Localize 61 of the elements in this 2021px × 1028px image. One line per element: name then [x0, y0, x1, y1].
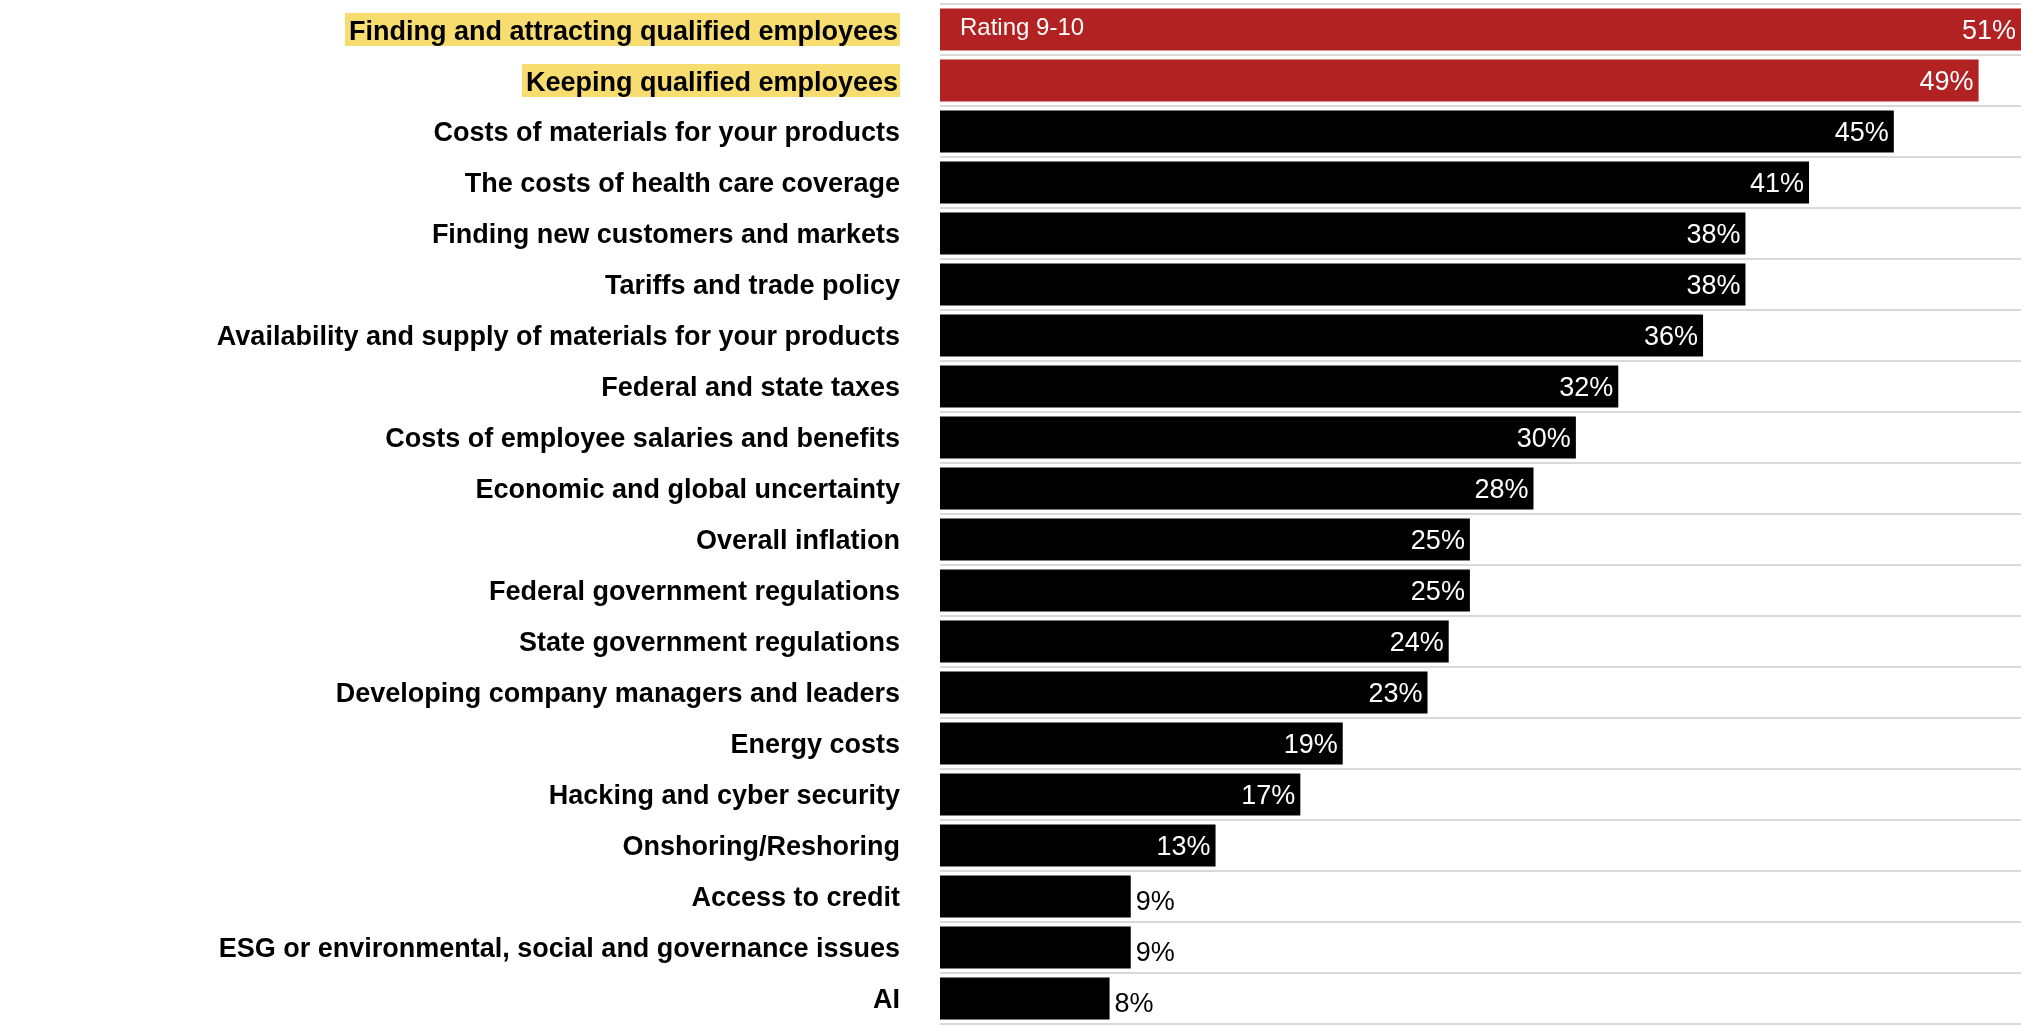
y-tick-label: Developing company managers and leaders [335, 677, 900, 708]
data-label: 25% [1410, 575, 1465, 606]
y-tick-label: ESG or environmental, social and governance issues [218, 932, 900, 963]
data-label: 32% [1559, 371, 1614, 402]
bar [940, 773, 1301, 816]
bar [940, 212, 1746, 255]
data-label: 41% [1749, 167, 1805, 198]
y-tick-label: State government regulations [518, 626, 900, 657]
y-tick-label: Keeping qualified employees [525, 66, 898, 97]
data-label: 13% [1156, 830, 1211, 861]
y-tick-label: Hacking and cyber security [548, 779, 900, 810]
bar [940, 926, 1131, 969]
y-tick-label: Access to credit [691, 881, 901, 912]
y-tick-label: Economic and global uncertainty [475, 473, 900, 504]
bar [940, 875, 1131, 918]
bar [940, 671, 1428, 714]
bar [940, 518, 1470, 561]
data-label: 38% [1686, 269, 1741, 300]
y-tick-label: Federal and state taxes [601, 371, 900, 402]
bar [940, 365, 1619, 408]
y-tick-label: Federal government regulations [488, 575, 900, 606]
data-label: 49% [1919, 65, 1974, 96]
y-tick-label: Costs of employee salaries and benefits [385, 422, 900, 453]
y-tick-label: Energy costs [730, 728, 900, 759]
bar [940, 620, 1449, 663]
bar [940, 977, 1110, 1020]
y-tick-label: Costs of materials for your products [433, 116, 900, 147]
y-tick-label: The costs of health care coverage [464, 167, 900, 198]
data-label: 38% [1686, 218, 1741, 249]
annotation: Rating 9-10 [960, 13, 1085, 40]
bar [940, 722, 1343, 765]
y-tick-label: Onshoring/Reshoring [622, 830, 900, 861]
y-tick-label: Finding new customers and markets [431, 218, 900, 249]
bar [940, 314, 1704, 357]
data-label: 25% [1410, 524, 1465, 555]
data-label: 28% [1474, 473, 1529, 504]
data-label: 23% [1368, 677, 1423, 708]
bar [940, 161, 1810, 204]
data-label: 17% [1241, 779, 1296, 810]
bar [940, 8, 2021, 51]
y-tick-label: Tariffs and trade policy [604, 269, 900, 300]
data-label: 36% [1644, 320, 1699, 351]
bar [940, 416, 1576, 459]
data-label: 45% [1834, 116, 1889, 147]
bar [940, 569, 1470, 612]
bar [940, 467, 1534, 510]
y-tick-label: AI [873, 983, 900, 1014]
data-label: 30% [1516, 422, 1571, 453]
data-label: 19% [1283, 728, 1338, 759]
y-tick-label: Availability and supply of materials for your products [216, 320, 900, 351]
bar [940, 824, 1216, 867]
y-tick-label: Overall inflation [695, 524, 900, 555]
bar [940, 110, 1894, 153]
data-label: 8% [1114, 987, 1154, 1018]
bar [940, 59, 1979, 102]
data-label: 9% [1135, 936, 1175, 967]
y-tick-label: Finding and attracting qualified employees [348, 15, 898, 46]
bar [940, 263, 1746, 306]
data-label: 24% [1389, 626, 1444, 657]
data-label: 51% [1961, 14, 2016, 45]
data-label: 9% [1135, 885, 1175, 916]
